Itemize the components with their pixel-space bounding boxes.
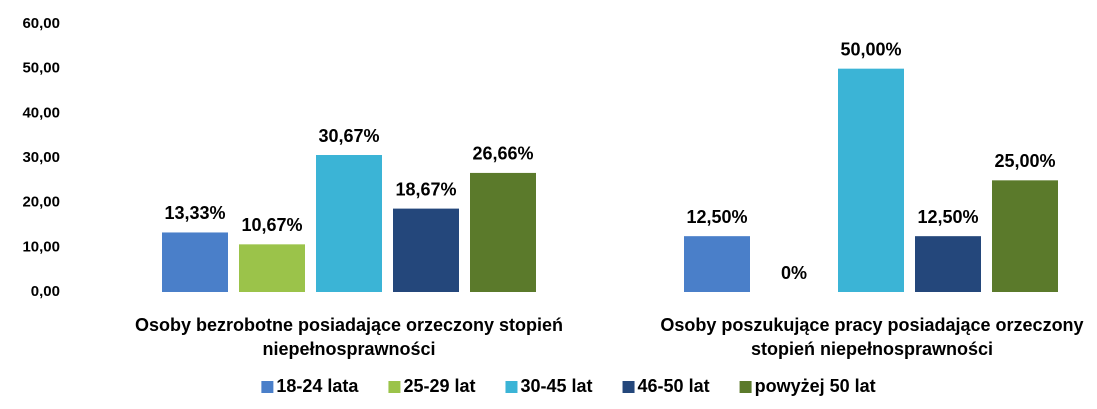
bar xyxy=(992,180,1058,292)
data-label: 12,50% xyxy=(686,207,747,227)
y-tick-label: 20,00 xyxy=(22,194,60,211)
data-label: 0% xyxy=(781,263,807,283)
y-tick-label: 30,00 xyxy=(22,149,60,166)
bar xyxy=(316,155,382,292)
x-tick-label: Osoby bezrobotne posiadające orzeczony s… xyxy=(134,315,564,359)
y-tick-label: 50,00 xyxy=(22,60,60,77)
legend-item: powyżej 50 lat xyxy=(739,376,876,396)
bar xyxy=(684,236,750,292)
bar xyxy=(239,244,305,292)
bar xyxy=(162,232,228,292)
legend-swatch xyxy=(388,381,401,393)
legend-swatch xyxy=(261,381,274,393)
y-tick-label: 60,00 xyxy=(22,15,60,32)
legend-item: 18-24 lata xyxy=(261,376,359,396)
data-label: 25,00% xyxy=(994,151,1055,171)
y-tick-label: 0,00 xyxy=(31,283,60,300)
bar xyxy=(393,208,459,292)
legend-swatch xyxy=(622,381,635,393)
bar xyxy=(470,172,536,292)
legend-item: 30-45 lat xyxy=(505,376,593,396)
data-label: 50,00% xyxy=(840,39,901,59)
data-label: 18,67% xyxy=(395,179,456,199)
legend-label: 30-45 lat xyxy=(520,376,592,396)
legend-label: powyżej 50 lat xyxy=(755,376,876,396)
legend-label: 25-29 lat xyxy=(403,376,475,396)
data-label: 12,50% xyxy=(917,207,978,227)
data-label: 13,33% xyxy=(164,203,225,223)
legend-label: 18-24 lata xyxy=(276,376,359,396)
y-tick-label: 40,00 xyxy=(22,104,60,121)
data-label: 30,67% xyxy=(318,126,379,146)
x-tick-label: Osoby poszukujące pracy posiadające orze… xyxy=(660,315,1084,359)
data-label: 10,67% xyxy=(241,215,302,235)
legend-item: 25-29 lat xyxy=(388,376,475,396)
legend-item: 46-50 lat xyxy=(622,376,710,396)
legend-swatch xyxy=(739,381,752,393)
y-tick-label: 10,00 xyxy=(22,238,60,255)
bar xyxy=(838,68,904,293)
data-label: 26,66% xyxy=(472,144,533,164)
legend-label: 46-50 lat xyxy=(638,376,710,396)
bar xyxy=(915,236,981,292)
legend-swatch xyxy=(505,381,518,393)
